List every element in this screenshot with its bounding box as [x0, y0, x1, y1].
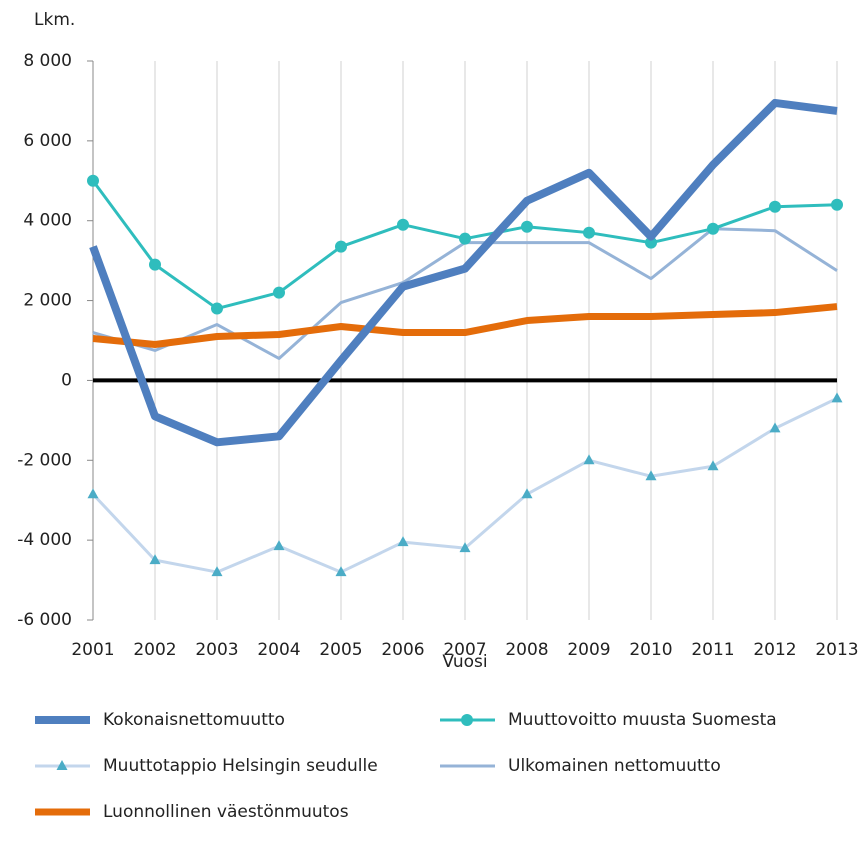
- point: [769, 200, 781, 213]
- point: [211, 566, 223, 577]
- legend-label: Muuttovoitto muusta Suomesta: [508, 710, 777, 730]
- point: [149, 258, 161, 271]
- x-tick-label: 2001: [71, 640, 114, 660]
- point: [521, 220, 533, 233]
- x-tick-label: 2012: [753, 640, 796, 660]
- point: [335, 240, 347, 253]
- point: [645, 470, 657, 481]
- point: [335, 566, 347, 577]
- point: [707, 460, 719, 471]
- x-tick-label: 2008: [505, 640, 548, 660]
- y-tick-label: 4 000: [23, 211, 72, 231]
- point: [831, 198, 843, 211]
- point: [521, 488, 533, 499]
- y-tick-label: -6 000: [17, 610, 72, 630]
- point: [459, 232, 471, 245]
- legend-marker: [461, 714, 473, 726]
- x-tick-label: 2007: [443, 640, 486, 660]
- x-tick-label: 2004: [257, 640, 300, 660]
- x-tick-label: 2003: [195, 640, 238, 660]
- x-tick-label: 2002: [133, 640, 176, 660]
- y-tick-label: -4 000: [17, 530, 72, 550]
- x-tick-label: 2006: [381, 640, 424, 660]
- point: [87, 174, 99, 187]
- y-tick-label: 2 000: [23, 291, 72, 311]
- legend-label: Ulkomainen nettomuutto: [508, 756, 721, 776]
- x-tick-label: 2009: [567, 640, 610, 660]
- legend-label: Kokonaisnettomuutto: [103, 710, 285, 730]
- x-tick-label: 2005: [319, 640, 362, 660]
- legend-label: Luonnollinen väestönmuutos: [103, 802, 349, 822]
- point: [211, 302, 223, 315]
- point: [459, 542, 471, 553]
- point: [87, 488, 99, 499]
- point: [397, 218, 409, 231]
- point: [583, 454, 595, 465]
- y-axis-label: Lkm.: [34, 10, 75, 30]
- point: [149, 554, 161, 565]
- point: [273, 540, 285, 551]
- point: [645, 236, 657, 249]
- point: [273, 286, 285, 299]
- y-tick-label: 8 000: [23, 51, 72, 71]
- x-axis-label: Vuosi: [442, 652, 487, 672]
- y-tick-label: 0: [61, 370, 72, 390]
- series-line: [89, 98, 838, 447]
- point: [583, 226, 595, 239]
- point: [397, 536, 409, 547]
- x-tick-label: 2010: [629, 640, 672, 660]
- point: [707, 222, 719, 235]
- x-tick-label: 2011: [691, 640, 734, 660]
- y-tick-label: 6 000: [23, 131, 72, 151]
- point: [831, 392, 843, 403]
- y-tick-label: -2 000: [17, 450, 72, 470]
- point: [769, 422, 781, 433]
- series-line: [92, 303, 838, 348]
- legend-label: Muuttotappio Helsingin seudulle: [103, 756, 378, 776]
- x-tick-label: 2013: [815, 640, 858, 660]
- legend-marker: [56, 760, 68, 770]
